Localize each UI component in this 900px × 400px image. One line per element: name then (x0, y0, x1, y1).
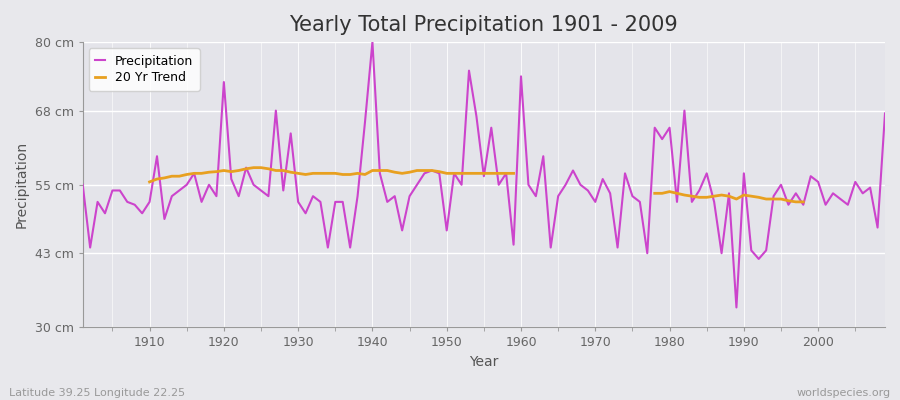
Legend: Precipitation, 20 Yr Trend: Precipitation, 20 Yr Trend (89, 48, 200, 91)
20 Yr Trend (181, 172, 192, 177)
20 Yr Trend (144, 180, 155, 184)
20 Yr Trend (382, 168, 392, 173)
Precipitation (137, 211, 148, 216)
20 Yr Trend (240, 166, 251, 171)
Precipitation (367, 40, 378, 44)
20 Yr Trend (322, 171, 333, 176)
20 Yr Trend (159, 176, 170, 180)
Text: worldspecies.org: worldspecies.org (796, 388, 891, 398)
20 Yr Trend (301, 172, 311, 177)
Precipitation (345, 245, 356, 250)
X-axis label: Year: Year (469, 355, 499, 369)
20 Yr Trend (397, 171, 408, 176)
20 Yr Trend (308, 171, 319, 176)
Precipitation (301, 211, 311, 216)
20 Yr Trend (434, 169, 445, 174)
Text: Latitude 39.25 Longitude 22.25: Latitude 39.25 Longitude 22.25 (9, 388, 185, 398)
20 Yr Trend (211, 169, 221, 174)
20 Yr Trend (248, 165, 259, 170)
20 Yr Trend (219, 168, 230, 173)
20 Yr Trend (456, 171, 467, 176)
20 Yr Trend (449, 171, 460, 176)
Precipitation (516, 74, 526, 79)
20 Yr Trend (345, 172, 356, 177)
Line: 20 Yr Trend: 20 Yr Trend (149, 168, 514, 182)
20 Yr Trend (390, 170, 400, 175)
20 Yr Trend (471, 171, 482, 176)
20 Yr Trend (411, 168, 422, 173)
20 Yr Trend (493, 171, 504, 176)
20 Yr Trend (508, 171, 519, 176)
20 Yr Trend (226, 169, 237, 174)
20 Yr Trend (427, 168, 437, 173)
20 Yr Trend (315, 171, 326, 176)
Precipitation (77, 182, 88, 187)
20 Yr Trend (166, 174, 177, 179)
20 Yr Trend (196, 171, 207, 176)
Precipitation (731, 305, 742, 310)
20 Yr Trend (263, 166, 274, 171)
20 Yr Trend (500, 171, 511, 176)
20 Yr Trend (419, 168, 430, 173)
20 Yr Trend (374, 168, 385, 173)
Precipitation (879, 111, 890, 116)
20 Yr Trend (464, 171, 474, 176)
20 Yr Trend (352, 171, 363, 176)
20 Yr Trend (174, 174, 184, 179)
Precipitation (523, 182, 534, 187)
20 Yr Trend (404, 170, 415, 175)
20 Yr Trend (189, 171, 200, 176)
20 Yr Trend (203, 170, 214, 175)
Title: Yearly Total Precipitation 1901 - 2009: Yearly Total Precipitation 1901 - 2009 (290, 15, 679, 35)
Y-axis label: Precipitation: Precipitation (15, 141, 29, 228)
20 Yr Trend (233, 168, 244, 173)
20 Yr Trend (330, 171, 341, 176)
20 Yr Trend (441, 171, 452, 176)
20 Yr Trend (486, 171, 497, 176)
20 Yr Trend (256, 165, 266, 170)
20 Yr Trend (338, 172, 348, 177)
Precipitation (612, 245, 623, 250)
20 Yr Trend (367, 168, 378, 173)
20 Yr Trend (479, 171, 490, 176)
Line: Precipitation: Precipitation (83, 42, 885, 308)
20 Yr Trend (271, 168, 282, 173)
20 Yr Trend (285, 170, 296, 175)
20 Yr Trend (278, 168, 289, 173)
20 Yr Trend (360, 172, 371, 177)
20 Yr Trend (151, 177, 162, 182)
20 Yr Trend (292, 171, 303, 176)
